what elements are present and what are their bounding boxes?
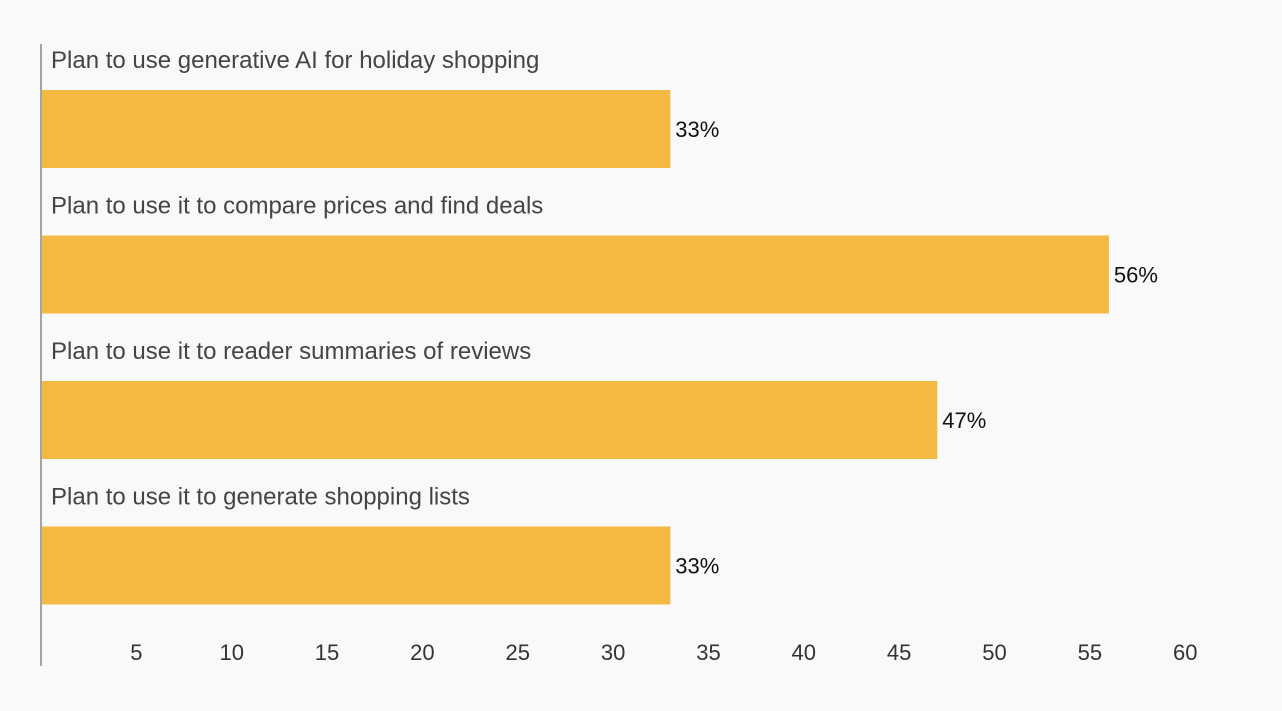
bar-value-label: 56%	[1114, 263, 1158, 288]
bar	[42, 526, 671, 605]
x-tick-label: 60	[1173, 640, 1197, 665]
category-label: Plan to use generative AI for holiday sh…	[51, 47, 539, 74]
bar-value-label: 47%	[942, 408, 986, 433]
bar-value-label: 33%	[675, 554, 719, 579]
x-tick-label: 35	[696, 640, 720, 665]
category-label: Plan to use it to generate shopping list…	[51, 484, 470, 511]
x-tick-label: 40	[792, 640, 816, 665]
x-tick-label: 10	[219, 640, 243, 665]
x-tick-label: 15	[315, 640, 339, 665]
bar	[42, 381, 938, 459]
x-tick-label: 55	[1078, 640, 1102, 665]
category-label: Plan to use it to reader summaries of re…	[51, 338, 531, 365]
bar-value-label: 33%	[675, 117, 719, 142]
labels-layer: Plan to use generative AI for holiday sh…	[51, 47, 1158, 579]
bar	[42, 90, 671, 168]
x-axis-ticks: 5 10 15 20 25 30 35 40 45 50 55 60	[130, 640, 1197, 665]
x-tick-label: 45	[887, 640, 911, 665]
x-tick-label: 30	[601, 640, 625, 665]
x-tick-label: 25	[506, 640, 530, 665]
x-tick-label: 50	[982, 640, 1006, 665]
bars-layer	[42, 90, 1109, 605]
x-tick-label: 5	[130, 640, 142, 665]
category-label: Plan to use it to compare prices and fin…	[51, 193, 543, 220]
x-tick-label: 20	[410, 640, 434, 665]
bar	[42, 235, 1109, 314]
